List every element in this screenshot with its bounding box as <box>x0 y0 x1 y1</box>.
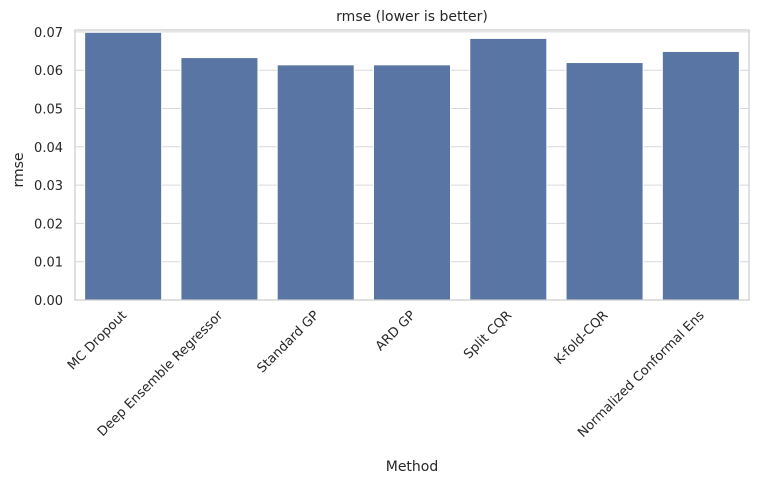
bar <box>372 64 452 301</box>
chart-title: rmse (lower is better) <box>336 9 488 25</box>
bar <box>84 31 163 301</box>
y-tick-label: 0.05 <box>34 103 63 118</box>
y-tick-label: 0.00 <box>34 294 63 309</box>
y-axis-label: rmse <box>11 152 27 187</box>
y-tick-labels: 0.00 0.01 0.02 0.03 0.04 0.05 0.06 0.07 <box>34 26 63 309</box>
x-tick-label: K-fold-CQR <box>552 308 612 368</box>
bars <box>84 31 740 301</box>
y-tick-label: 0.03 <box>34 179 63 194</box>
bar <box>180 57 259 301</box>
y-tick-label: 0.01 <box>34 256 63 271</box>
bar <box>565 62 644 301</box>
y-tick-label: 0.04 <box>34 141 63 156</box>
x-tick-label: Split CQR <box>461 308 515 362</box>
x-tick-label: Standard GP <box>255 308 323 376</box>
bar <box>661 50 740 301</box>
x-tick-label: MC Dropout <box>65 308 130 373</box>
y-tick-label: 0.06 <box>34 64 63 79</box>
x-tick-label: ARD GP <box>373 308 419 354</box>
bar <box>276 64 355 301</box>
y-tick-label: 0.02 <box>34 217 63 232</box>
bar <box>469 37 548 301</box>
plot-frame <box>74 29 750 301</box>
y-tick-label: 0.07 <box>34 26 63 41</box>
x-axis-label: Method <box>386 459 439 475</box>
